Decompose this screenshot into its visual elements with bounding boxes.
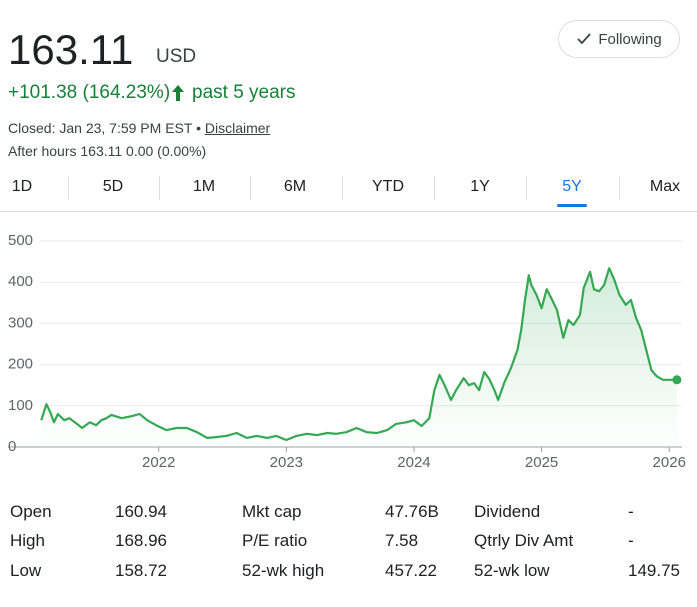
up-arrow [172, 85, 184, 101]
follow-label: Following [598, 30, 662, 48]
active-underline [557, 204, 587, 207]
y-tick-label: 300 [8, 314, 33, 331]
stat-value: 168.96 [115, 531, 167, 550]
tab-separator [158, 176, 160, 200]
stat-value: 158.72 [115, 561, 167, 580]
tab-separator [341, 176, 343, 200]
chart: 0 100 200 300 400 500 2022 2023 2024 2025 2026 [8, 232, 686, 471]
range-tab[interactable]: 1D [11, 178, 33, 195]
x-tick-label: 2025 [525, 454, 558, 471]
closed-text: Closed: Jan 23, 7:59 PM EST [8, 120, 193, 136]
period: past 5 years [192, 82, 296, 103]
y-tick-label: 0 [8, 438, 16, 455]
price-line [40, 267, 677, 442]
tab-separator [249, 176, 251, 200]
stat-label: Open [10, 502, 52, 521]
x-tick-label: 2022 [142, 454, 175, 471]
divider [0, 211, 697, 212]
stat-value: 160.94 [115, 502, 167, 521]
stat-label: 52-wk low [474, 561, 550, 580]
range-tab[interactable]: 6M [283, 178, 307, 195]
area [41, 268, 677, 447]
check-icon [577, 33, 591, 45]
x-tick-label: 2024 [397, 454, 430, 471]
stat-label: P/E ratio [242, 531, 308, 550]
stat-label: Dividend [474, 502, 541, 521]
stat-label: Qtrly Div Amt [474, 531, 574, 550]
x-tick-label: 2023 [270, 454, 303, 471]
range-tab[interactable]: YTD [372, 178, 404, 195]
stat-label: 52-wk high [242, 561, 325, 580]
y-tick-label: 200 [8, 356, 33, 373]
stat-value: 7.58 [385, 531, 419, 550]
stat-label: High [10, 531, 45, 550]
separator: • [196, 120, 201, 136]
disclaimer-link[interactable]: Disclaimer [204, 120, 271, 136]
y-tick-label: 400 [8, 273, 33, 290]
range-tab[interactable]: 5Y [562, 178, 582, 195]
range-tab[interactable]: Max [649, 178, 681, 195]
range-tab[interactable]: 5D [102, 178, 124, 195]
range-tab[interactable]: 1M [192, 178, 216, 195]
tab-separator [434, 176, 435, 200]
stat-value: 47.76B [385, 502, 439, 521]
change: +101.38 (164.23%) [8, 82, 171, 103]
y-tick-label: 100 [8, 397, 33, 414]
stat-value: - [628, 502, 634, 521]
price: 163.11 [8, 26, 134, 73]
x-tick-label: 2026 [653, 454, 686, 471]
stat-value: 457.22 [385, 561, 437, 580]
tab-separator [618, 176, 620, 200]
currency: USD [156, 46, 197, 67]
tab-separator [526, 176, 527, 200]
last-point [672, 375, 682, 385]
tab-separator [67, 176, 69, 200]
y-tick-label: 500 [8, 232, 33, 249]
follow-button[interactable]: Following [558, 20, 680, 58]
stat-label: Mkt cap [242, 502, 302, 521]
stat-label: Low [10, 561, 42, 580]
range-tab[interactable]: 1Y [470, 178, 490, 195]
closed: Closed: Jan 23, 7:59 PM EST • Disclaimer [8, 120, 270, 136]
stat-value: 149.75 [628, 561, 680, 580]
after-hours: After hours 163.11 0.00 (0.00%) [8, 143, 207, 159]
stat-value: - [628, 531, 634, 550]
